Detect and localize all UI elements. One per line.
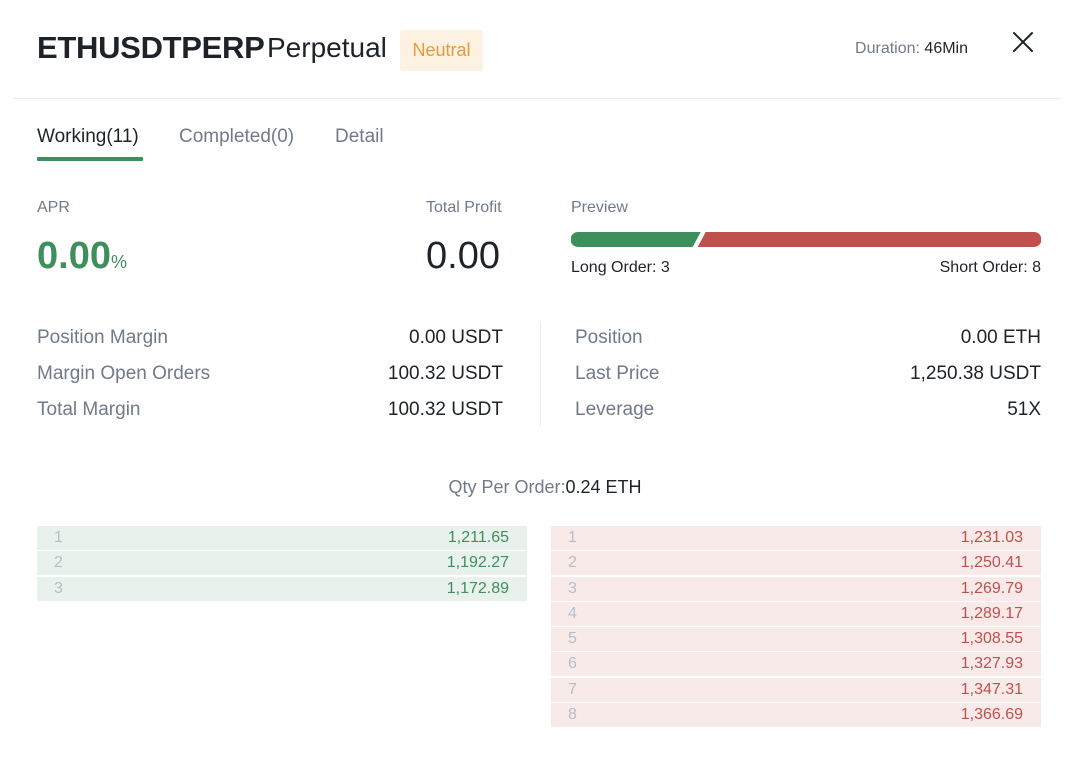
stat-position: Position 0.00 ETH bbox=[575, 327, 1041, 353]
duration: Duration: 46Min bbox=[855, 40, 968, 58]
mode-badge: Neutral bbox=[400, 30, 483, 71]
stat-value: 0.00 USDT bbox=[409, 327, 503, 348]
apr-number: 0.00 bbox=[37, 235, 111, 277]
stat-total-margin: Total Margin 100.32 USDT bbox=[37, 399, 503, 425]
qty-per-order: Qty Per Order:0.24 ETH bbox=[0, 477, 1090, 498]
header-divider bbox=[14, 98, 1061, 99]
order-index: 3 bbox=[54, 579, 63, 597]
modal-header: ETHUSDTPERP Perpetual Neutral Duration: … bbox=[0, 0, 1090, 100]
stat-label: Leverage bbox=[575, 399, 655, 420]
order-price: 1,192.27 bbox=[446, 554, 509, 572]
stat-value: 1,250.38 USDT bbox=[910, 363, 1041, 384]
active-tab-indicator bbox=[37, 157, 143, 161]
list-item: 2 1,192.27 bbox=[37, 551, 527, 576]
stat-position-margin: Position Margin 0.00 USDT bbox=[37, 327, 503, 353]
list-item: 8 1,366.69 bbox=[551, 703, 1041, 728]
stat-value: 0.00 ETH bbox=[960, 327, 1041, 348]
stat-last-price: Last Price 1,250.38 USDT bbox=[575, 363, 1041, 389]
order-price: 1,366.69 bbox=[960, 706, 1023, 724]
order-price: 1,308.55 bbox=[960, 630, 1023, 648]
order-price: 1,172.89 bbox=[446, 579, 509, 597]
total-profit-label: Total Profit bbox=[426, 199, 502, 216]
list-item: 3 1,172.89 bbox=[37, 576, 527, 601]
list-item: 3 1,269.79 bbox=[551, 576, 1041, 601]
stat-label: Last Price bbox=[575, 363, 660, 384]
list-item: 7 1,347.31 bbox=[551, 677, 1041, 702]
stat-label: Margin Open Orders bbox=[37, 363, 211, 384]
order-price: 1,327.93 bbox=[960, 655, 1023, 673]
order-price: 1,289.17 bbox=[960, 604, 1023, 622]
order-index: 6 bbox=[568, 655, 577, 673]
stats-divider bbox=[540, 322, 541, 426]
list-item: 6 1,327.93 bbox=[551, 652, 1041, 677]
short-segment bbox=[697, 232, 1041, 247]
order-index: 2 bbox=[54, 554, 63, 572]
order-index: 3 bbox=[568, 579, 577, 597]
order-index: 2 bbox=[568, 554, 577, 572]
order-index: 7 bbox=[568, 680, 577, 698]
stat-label: Position bbox=[575, 327, 643, 348]
list-item: 2 1,250.41 bbox=[551, 551, 1041, 576]
list-item: 4 1,289.17 bbox=[551, 601, 1041, 626]
apr-value: 0.00% bbox=[37, 235, 127, 278]
stat-leverage: Leverage 51X bbox=[575, 399, 1041, 425]
list-item: 1 1,211.65 bbox=[37, 526, 527, 550]
duration-label: Duration: bbox=[855, 40, 920, 57]
list-item: 1 1,231.03 bbox=[551, 526, 1041, 550]
qty-label: Qty Per Order: bbox=[448, 477, 566, 497]
duration-value: 46Min bbox=[924, 40, 968, 57]
stat-value: 100.32 USDT bbox=[387, 363, 503, 384]
long-order-list: 1 1,211.65 2 1,192.27 3 1,172.89 bbox=[37, 526, 527, 602]
tab-detail[interactable]: Detail bbox=[335, 126, 384, 147]
tab-working[interactable]: Working(11) bbox=[37, 126, 139, 147]
apr-label: APR bbox=[37, 199, 70, 216]
short-order-count: Short Order: 8 bbox=[939, 259, 1041, 276]
stat-label: Position Margin bbox=[37, 327, 168, 348]
stat-value: 100.32 USDT bbox=[387, 399, 503, 420]
symbol-title: ETHUSDTPERP bbox=[37, 30, 265, 65]
long-order-count: Long Order: 3 bbox=[571, 259, 670, 276]
stat-margin-open-orders: Margin Open Orders 100.32 USDT bbox=[37, 363, 503, 389]
long-segment bbox=[571, 232, 701, 247]
stat-label: Total Margin bbox=[37, 399, 141, 420]
contract-type: Perpetual bbox=[267, 32, 387, 63]
preview-label: Preview bbox=[571, 199, 628, 216]
short-order-list: 1 1,231.03 2 1,250.41 3 1,269.79 4 1,289… bbox=[551, 526, 1041, 728]
order-price: 1,250.41 bbox=[960, 554, 1023, 572]
order-index: 1 bbox=[54, 529, 63, 546]
preview-ratio-bar bbox=[571, 232, 1041, 247]
order-price: 1,211.65 bbox=[447, 529, 509, 546]
order-index: 5 bbox=[568, 630, 577, 648]
list-item: 5 1,308.55 bbox=[551, 627, 1041, 652]
total-profit-value: 0.00 bbox=[426, 235, 500, 277]
apr-unit: % bbox=[110, 252, 127, 272]
order-index: 8 bbox=[568, 706, 577, 724]
qty-value: 0.24 ETH bbox=[565, 477, 642, 497]
stat-value: 51X bbox=[1007, 399, 1041, 420]
tab-completed[interactable]: Completed(0) bbox=[179, 126, 295, 147]
close-icon bbox=[1013, 32, 1033, 52]
order-price: 1,269.79 bbox=[960, 579, 1023, 597]
order-price: 1,231.03 bbox=[960, 529, 1023, 546]
close-button[interactable] bbox=[1009, 28, 1037, 56]
order-index: 1 bbox=[568, 529, 577, 546]
order-index: 4 bbox=[568, 604, 577, 622]
order-price: 1,347.31 bbox=[960, 680, 1023, 698]
